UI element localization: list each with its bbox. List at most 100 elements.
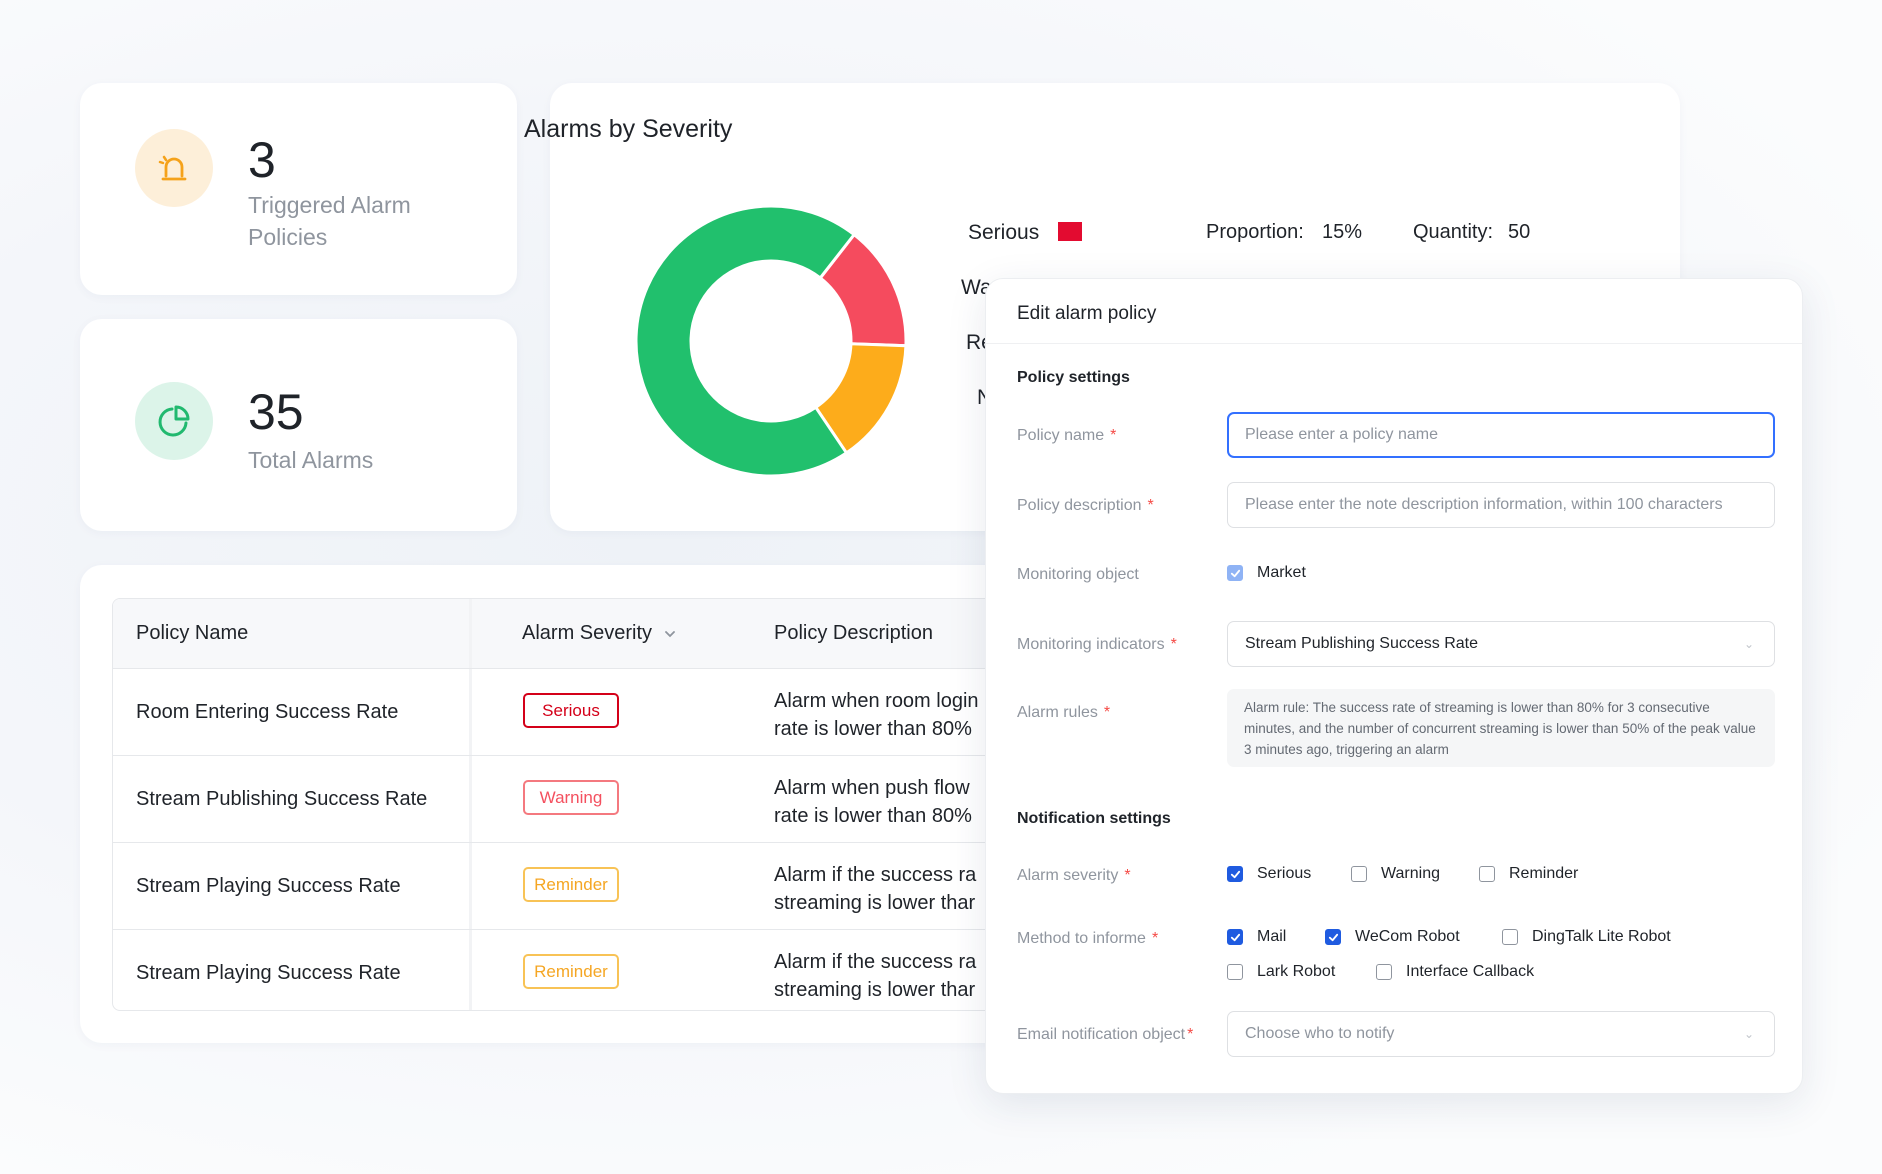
legend-proportion-label: Proportion: — [1206, 221, 1304, 243]
severity-option-label: Reminder — [1509, 865, 1579, 882]
total-alarms-label: Total Alarms — [248, 447, 374, 473]
required-mark: * — [1187, 1026, 1194, 1043]
policy-name-input[interactable]: Please enter a policy name — [1227, 412, 1775, 458]
severity-option-warning[interactable]: Warning — [1351, 865, 1440, 883]
alarm-rules-text: Alarm rule: The success rate of streamin… — [1227, 689, 1775, 767]
checkbox-unchecked-icon[interactable] — [1376, 964, 1392, 980]
email-notification-select[interactable]: Choose who to notify ⌄ — [1227, 1011, 1775, 1057]
policy-description-cell: Alarm when room login rate is lower than … — [774, 687, 979, 743]
severity-tag: Warning — [523, 780, 619, 815]
checkbox-checked-icon[interactable] — [1325, 929, 1341, 945]
policy-table: Policy Name Alarm Severity Policy Descri… — [112, 598, 1112, 1011]
legend-label-warning: Wa — [961, 276, 992, 299]
required-mark: * — [1170, 636, 1177, 653]
checkbox-checked-icon[interactable] — [1227, 866, 1243, 882]
required-mark: * — [1151, 930, 1159, 947]
severity-tag: Serious — [523, 693, 619, 728]
description-line: streaming is lower thar — [774, 892, 976, 914]
checkbox-unchecked-icon[interactable] — [1351, 866, 1367, 882]
alarm-severity-label: Alarm severity * — [1017, 867, 1131, 885]
method-label: Method to informe * — [1017, 930, 1158, 948]
email-notification-label-text: Email notification object — [1017, 1026, 1186, 1043]
chevron-down-icon[interactable]: ⌄ — [1743, 1027, 1754, 1041]
monitoring-object-checkbox[interactable]: Market — [1227, 564, 1306, 582]
severity-donut-chart — [634, 204, 908, 478]
description-line: Alarm if the success ra — [774, 864, 977, 886]
table-row[interactable]: Stream Publishing Success Rate Warning A… — [113, 755, 1111, 842]
method-option-lark-robot[interactable]: Lark Robot — [1227, 963, 1335, 981]
triggered-label-line2: Policies — [248, 224, 328, 250]
column-divider — [469, 599, 472, 1010]
method-option-label: Lark Robot — [1257, 963, 1336, 980]
checkbox-unchecked-icon[interactable] — [1227, 964, 1243, 980]
policy-name-cell: Stream Playing Success Rate — [136, 962, 401, 984]
chart-title: Alarms by Severity — [524, 115, 733, 143]
policy-name-cell: Stream Playing Success Rate — [136, 875, 401, 897]
monitoring-indicators-value: Stream Publishing Success Rate — [1245, 635, 1478, 652]
policy-name-cell: Stream Publishing Success Rate — [136, 788, 428, 810]
legend-swatch-serious — [1058, 222, 1082, 241]
chevron-down-icon[interactable]: ⌄ — [1743, 637, 1754, 651]
policy-name-label: Policy name * — [1017, 427, 1116, 445]
donut-slice-normal[interactable] — [634, 204, 857, 478]
policy-description-cell: Alarm when push flow rate is lower than 8… — [774, 774, 972, 830]
table-row[interactable]: Room Entering Success Rate Serious Alarm… — [113, 668, 1111, 755]
severity-option-reminder[interactable]: Reminder — [1479, 865, 1578, 883]
method-option-label: Mail — [1257, 928, 1287, 945]
monitoring-indicators-select[interactable]: Stream Publishing Success Rate ⌄ — [1227, 621, 1775, 667]
triggered-policies-count: 3 — [248, 132, 276, 188]
required-mark: * — [1124, 867, 1131, 884]
checkbox-checked-icon[interactable] — [1227, 565, 1243, 581]
monitoring-object-value: Market — [1257, 564, 1306, 581]
header-alarm-severity[interactable]: Alarm Severity — [522, 599, 676, 668]
dialog-title: Edit alarm policy — [1017, 303, 1157, 324]
method-option-interface-callback[interactable]: Interface Callback — [1376, 963, 1534, 981]
legend-label-serious: Serious — [968, 221, 1040, 244]
policy-settings-heading: Policy settings — [1017, 369, 1130, 386]
table-header: Policy Name Alarm Severity Policy Descri… — [113, 599, 1111, 668]
pie-chart-icon — [135, 382, 213, 460]
required-mark: * — [1147, 497, 1154, 514]
checkbox-unchecked-icon[interactable] — [1502, 929, 1518, 945]
alarm-rules-label-text: Alarm rules — [1017, 704, 1098, 721]
email-notification-label: Email notification object * — [1017, 1026, 1193, 1044]
policy-description-input[interactable]: Please enter the note description inform… — [1227, 482, 1775, 528]
policy-description-cell: Alarm if the success ra streaming is lowe… — [774, 948, 976, 1004]
triggered-label-line1: Triggered Alarm — [248, 192, 411, 218]
monitoring-object-label: Monitoring object — [1017, 566, 1139, 583]
chevron-down-icon[interactable] — [664, 628, 676, 640]
header-policy-name: Policy Name — [136, 622, 249, 644]
policy-name-label-text: Policy name — [1017, 427, 1105, 444]
table-row[interactable]: Stream Playing Success Rate Reminder Ala… — [113, 929, 1111, 1010]
checkbox-checked-icon[interactable] — [1227, 929, 1243, 945]
method-option-label: Interface Callback — [1406, 963, 1535, 980]
description-line: Alarm when room login — [774, 690, 979, 712]
method-option-mail[interactable]: Mail — [1227, 928, 1286, 946]
method-label-text: Method to informe — [1017, 930, 1146, 947]
severity-option-label: Serious — [1257, 865, 1312, 882]
policy-description-label-text: Policy description — [1017, 497, 1142, 514]
checkbox-unchecked-icon[interactable] — [1479, 866, 1495, 882]
triggered-policies-label: Triggered Alarm Policies — [248, 189, 411, 253]
total-alarms-card: 35 Total Alarms — [80, 319, 517, 531]
notification-settings-heading: Notification settings — [1017, 810, 1171, 827]
email-notification-placeholder: Choose who to notify — [1245, 1025, 1395, 1042]
alarm-severity-label-text: Alarm severity — [1017, 867, 1119, 884]
edit-alarm-policy-dialog: Edit alarm policy Policy settings Policy… — [985, 278, 1803, 1094]
policy-description-label: Policy description * — [1017, 497, 1154, 515]
description-line: rate is lower than 80% — [774, 805, 972, 827]
severity-tag: Reminder — [523, 867, 619, 902]
legend-proportion-value: 15% — [1322, 221, 1363, 243]
monitoring-indicators-label-text: Monitoring indicators — [1017, 636, 1165, 653]
method-option-label: WeCom Robot — [1355, 928, 1460, 945]
legend-quantity-label: Quantity: — [1413, 221, 1494, 243]
dialog-divider — [986, 343, 1802, 344]
method-option-dingtalk-lite-robot[interactable]: DingTalk Lite Robot — [1502, 928, 1671, 946]
alarm-siren-icon — [135, 129, 213, 207]
required-mark: * — [1103, 704, 1111, 721]
severity-option-serious[interactable]: Serious — [1227, 865, 1311, 883]
method-option-wecom-robot[interactable]: WeCom Robot — [1325, 928, 1460, 946]
description-line: streaming is lower thar — [774, 979, 976, 1001]
table-row[interactable]: Stream Playing Success Rate Reminder Ala… — [113, 842, 1111, 929]
required-mark: * — [1110, 427, 1117, 444]
